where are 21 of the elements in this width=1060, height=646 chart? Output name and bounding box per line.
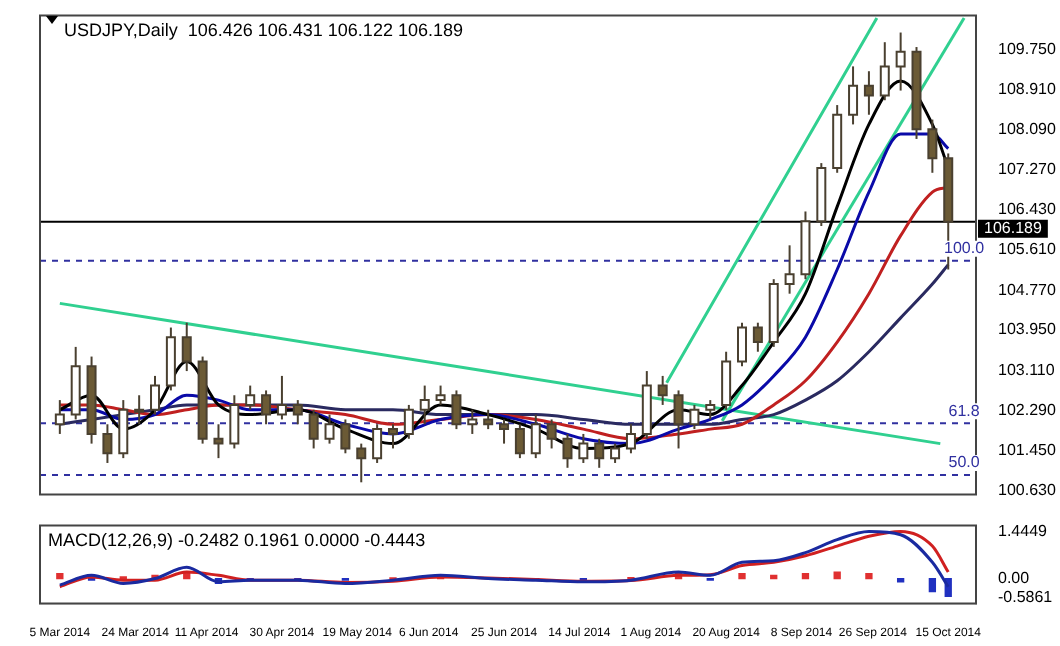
y-tick-label: 107.270 — [998, 159, 1057, 178]
y-tick-label: 1.4449 — [998, 522, 1049, 541]
chart-title: USDJPY,Daily 106.426 106.431 106.122 106.189 — [64, 19, 463, 40]
y-tick-label: 100.630 — [998, 480, 1057, 499]
y-tick-label: 105.610 — [998, 240, 1057, 259]
annotation: 61.8 — [948, 401, 981, 420]
annotation: 50.0 — [948, 453, 981, 472]
y-tick-label: 108.910 — [998, 80, 1057, 99]
y-tick-label: 106.430 — [998, 200, 1057, 219]
y-tick-label: 109.750 — [998, 39, 1057, 58]
y-tick-label: 104.770 — [998, 280, 1057, 299]
y-tick-label: 103.110 — [998, 361, 1056, 379]
chart-title: MACD(12,26,9) -0.2482 0.1961 0.0000 -0.4443 — [48, 529, 426, 550]
y-tick-label: 102.290 — [998, 400, 1057, 419]
y-tick-label: 101.450 — [998, 441, 1057, 460]
y-tick-label: 103.950 — [998, 320, 1057, 339]
annotation: 100.0 — [944, 239, 986, 258]
y-tick-label: 0.00 — [998, 568, 1031, 587]
ref-line-label: 106.189 — [984, 219, 1043, 238]
y-tick-label: 108.090 — [998, 120, 1057, 139]
y-tick-label: -0.5861 — [998, 588, 1054, 607]
